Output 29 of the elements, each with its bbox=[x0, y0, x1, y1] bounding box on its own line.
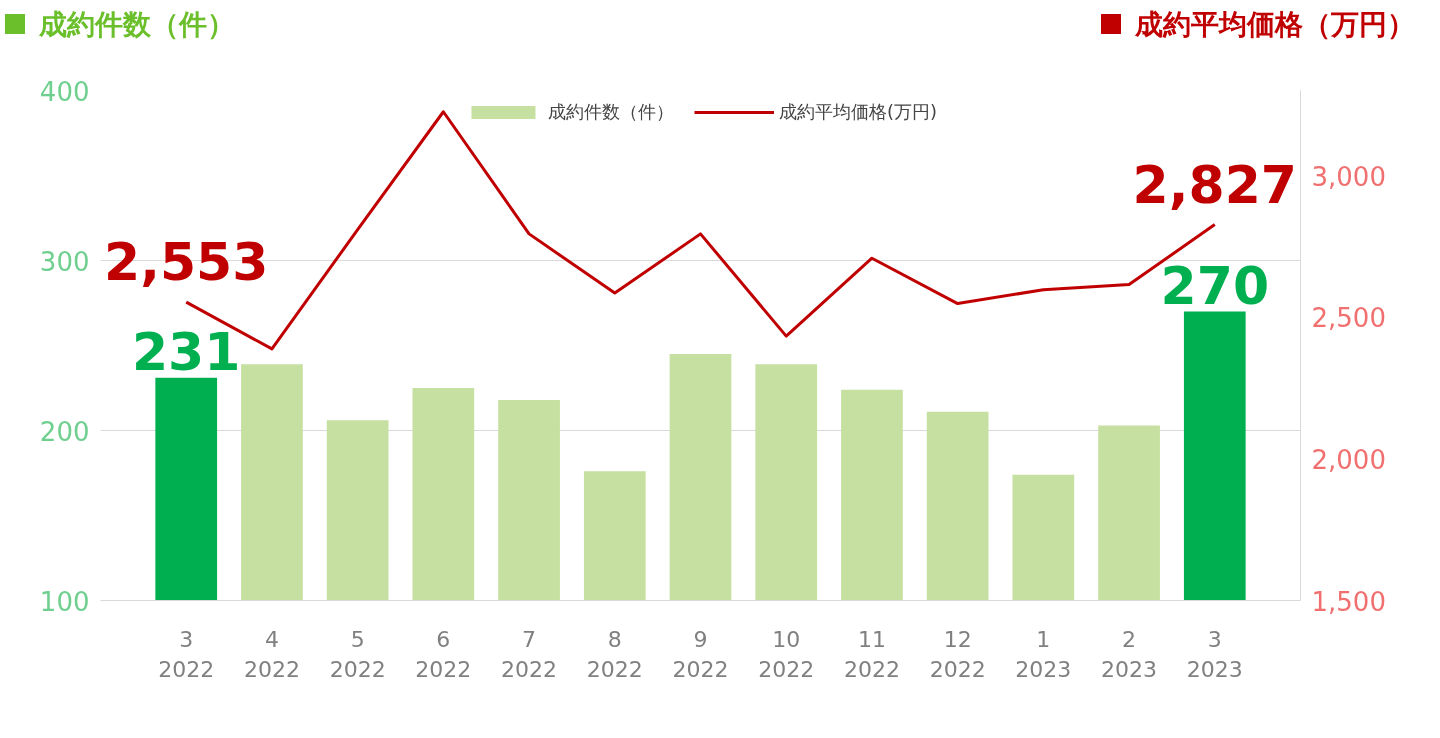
y-axis-title: 成約件数（件） bbox=[39, 8, 235, 41]
data-label: 2,827 bbox=[1132, 154, 1298, 215]
x-tick-label: 5 2022 bbox=[329, 626, 386, 682]
x-tick-label: 1 2023 bbox=[1015, 626, 1072, 682]
x-tick-label: 6 2022 bbox=[415, 626, 472, 682]
x-tick-label: 8 2022 bbox=[586, 626, 643, 682]
x-tick-label: 11 2022 bbox=[843, 626, 900, 682]
y-tick-label: 100 bbox=[39, 586, 90, 617]
y-tick-label: 400 bbox=[39, 76, 90, 107]
x-tick-label: 7 2022 bbox=[501, 626, 558, 682]
legend-label: 成約件数（件） bbox=[547, 100, 674, 124]
y2-tick-label: 2,000 bbox=[1311, 444, 1386, 475]
x-tick-label: 3 2023 bbox=[1186, 626, 1243, 682]
data-label: 231 bbox=[131, 321, 241, 382]
y2-tick-label: 3,000 bbox=[1311, 161, 1386, 192]
x-tick-label: 10 2022 bbox=[758, 626, 815, 682]
x-tick-label: 4 2022 bbox=[243, 626, 300, 682]
y2-axis-title: 成約平均価格（万円） bbox=[1135, 8, 1415, 41]
data-label: 270 bbox=[1160, 255, 1270, 316]
x-tick-label: 3 2022 bbox=[158, 626, 215, 682]
x-tick-label: 2 2023 bbox=[1101, 626, 1158, 682]
x-tick-label: 9 2022 bbox=[672, 626, 729, 682]
x-tick-label: 12 2022 bbox=[929, 626, 986, 682]
y2-tick-label: 2,500 bbox=[1311, 303, 1386, 334]
legend-label: 成約平均価格(万円) bbox=[778, 100, 938, 124]
y-tick-label: 300 bbox=[39, 246, 90, 277]
y-tick-label: 200 bbox=[39, 416, 90, 447]
data-label: 2,553 bbox=[103, 232, 269, 293]
y2-tick-label: 1,500 bbox=[1311, 586, 1386, 617]
